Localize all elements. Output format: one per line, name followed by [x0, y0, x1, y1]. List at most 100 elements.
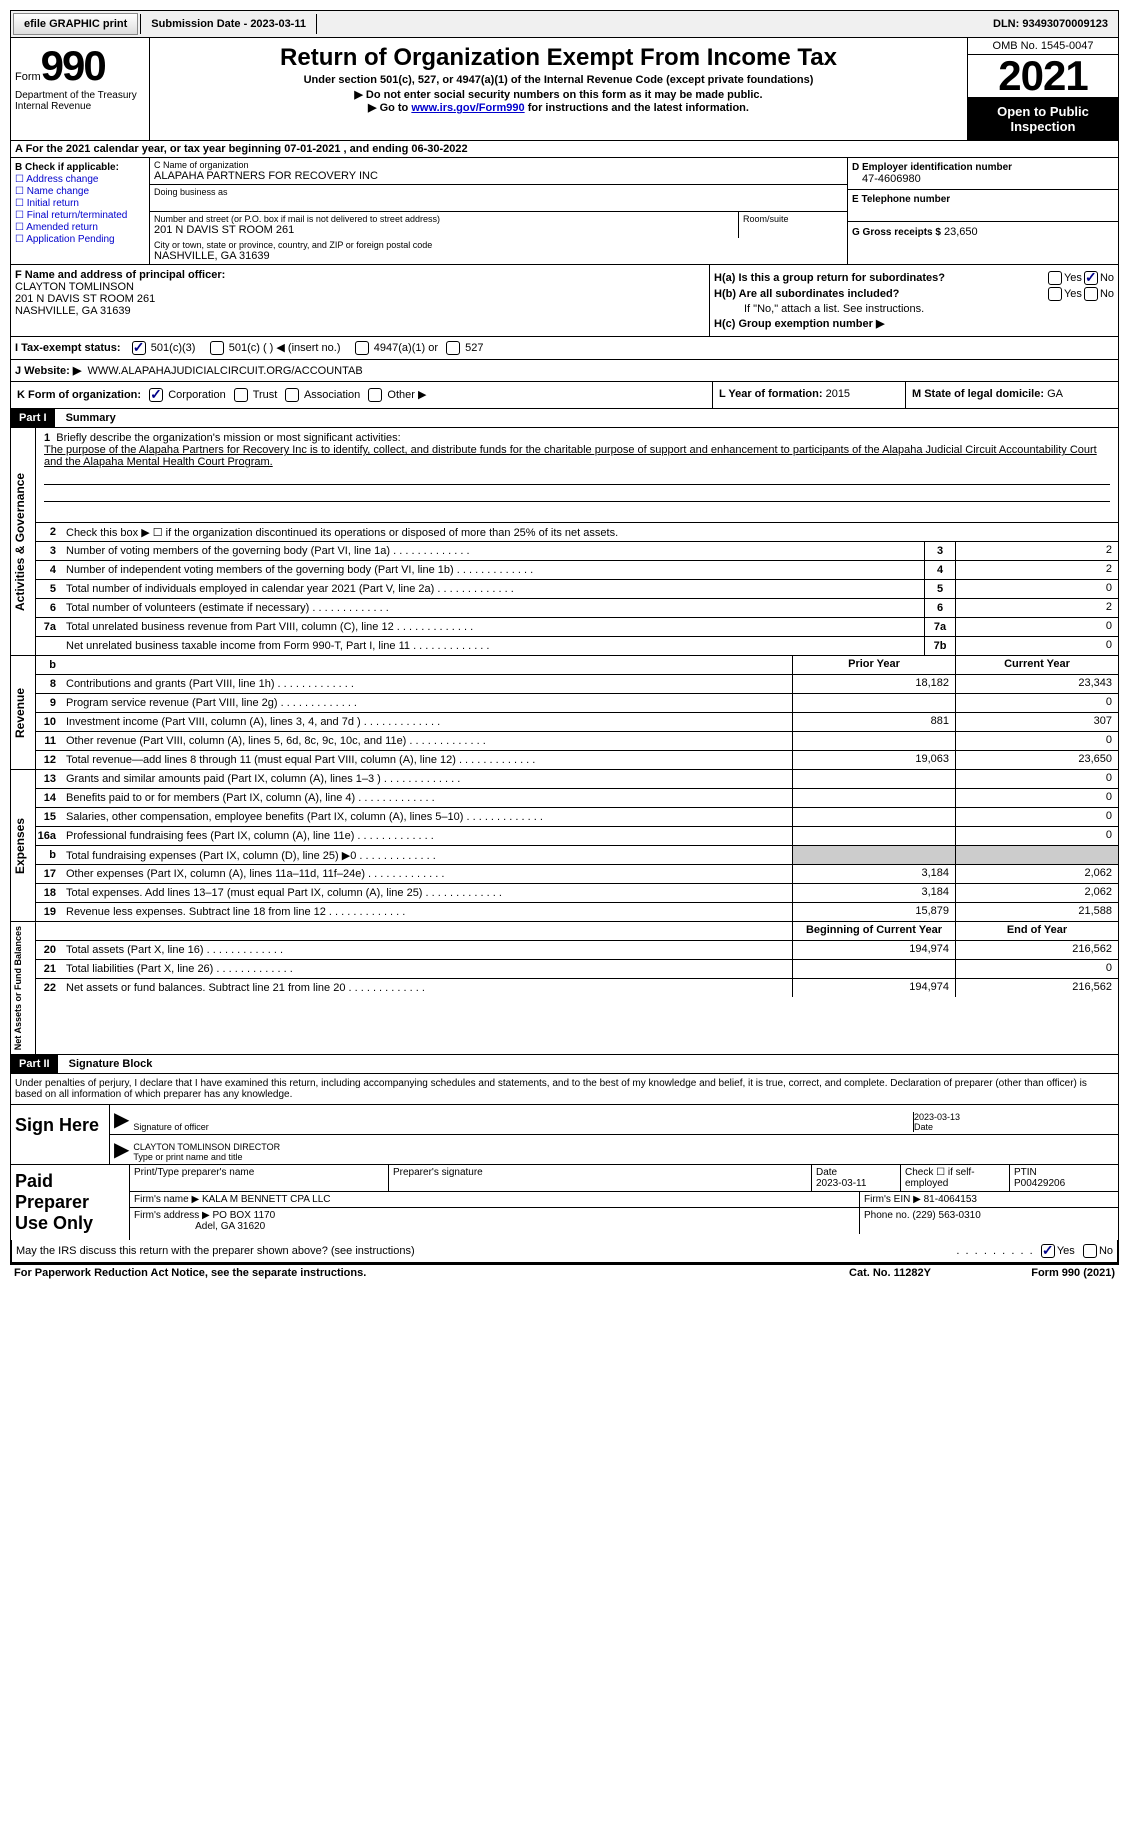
side-revenue: Revenue	[11, 656, 36, 769]
line-4-value: 2	[955, 561, 1118, 579]
line-14-prior	[792, 789, 955, 807]
line-9-current: 0	[955, 694, 1118, 712]
firm-phone: (229) 563-0310	[912, 1210, 980, 1221]
org-address: 201 N DAVIS ST ROOM 261	[154, 224, 734, 236]
hb-no[interactable]	[1084, 287, 1098, 301]
line-21-begin	[792, 960, 955, 978]
line-7b-value: 0	[955, 637, 1118, 655]
line-17-current: 2,062	[955, 865, 1118, 883]
cb-pending[interactable]: ☐ Application Pending	[15, 234, 145, 245]
line-21-end: 0	[955, 960, 1118, 978]
form-number-cell: Form990 Department of the Treasury Inter…	[11, 38, 150, 140]
cb-trust[interactable]	[234, 388, 248, 402]
officer-name: CLAYTON TOMLINSON DIRECTOR	[133, 1142, 280, 1152]
line-14-current: 0	[955, 789, 1118, 807]
cb-501c3[interactable]	[132, 341, 146, 355]
principal-officer: F Name and address of principal officer:…	[11, 265, 710, 336]
tax-exempt-status: I Tax-exempt status: 501(c)(3) 501(c) ( …	[10, 337, 1119, 360]
firm-ein: 81-4064153	[924, 1194, 977, 1205]
cb-corp[interactable]	[149, 388, 163, 402]
cat-no: Cat. No. 11282Y	[815, 1267, 965, 1279]
line-16a-current: 0	[955, 827, 1118, 845]
line-3-value: 2	[955, 542, 1118, 560]
discuss-yes[interactable]	[1041, 1244, 1055, 1258]
cb-527[interactable]	[446, 341, 460, 355]
irs-link[interactable]: www.irs.gov/Form990	[411, 102, 524, 114]
firm-addr: PO BOX 1170	[213, 1210, 276, 1221]
org-city: NASHVILLE, GA 31639	[154, 250, 843, 262]
mission-text: The purpose of the Alapaha Partners for …	[44, 444, 1097, 468]
paid-preparer-label: Paid Preparer Use Only	[11, 1165, 129, 1240]
line-12-prior: 19,063	[792, 751, 955, 769]
line-15-current: 0	[955, 808, 1118, 826]
line-6-value: 2	[955, 599, 1118, 617]
cb-name-change[interactable]: ☐ Name change	[15, 186, 145, 197]
efile-print-button[interactable]: efile GRAPHIC print	[13, 13, 138, 35]
part1-header: Part I	[11, 409, 55, 427]
ha-no[interactable]	[1084, 271, 1098, 285]
checkboxes-b: B Check if applicable: ☐ Address change …	[11, 158, 150, 264]
form-footer: Form 990 (2021)	[965, 1267, 1115, 1279]
discuss-no[interactable]	[1083, 1244, 1097, 1258]
sig-date: 2023-03-13	[914, 1112, 960, 1122]
cb-amended[interactable]: ☐ Amended return	[15, 222, 145, 233]
line-12-current: 23,650	[955, 751, 1118, 769]
prep-date: 2023-03-11	[816, 1178, 866, 1189]
cb-501c[interactable]	[210, 341, 224, 355]
state-domicile: GA	[1047, 388, 1063, 400]
line-10-prior: 881	[792, 713, 955, 731]
dln: DLN: 93493070009123	[983, 14, 1118, 34]
cb-initial-return[interactable]: ☐ Initial return	[15, 198, 145, 209]
top-bar: efile GRAPHIC print Submission Date - 20…	[10, 10, 1119, 38]
line-11-prior	[792, 732, 955, 750]
line-b-prior	[792, 846, 955, 864]
line-8-prior: 18,182	[792, 675, 955, 693]
line-8-current: 23,343	[955, 675, 1118, 693]
cb-4947[interactable]	[355, 341, 369, 355]
year-cell: OMB No. 1545-0047 2021 Open to Public In…	[967, 38, 1118, 140]
cb-address-change[interactable]: ☐ Address change	[15, 174, 145, 185]
line-19-current: 21,588	[955, 903, 1118, 921]
line-16a-prior	[792, 827, 955, 845]
declaration: Under penalties of perjury, I declare th…	[11, 1074, 1118, 1104]
line-18-current: 2,062	[955, 884, 1118, 902]
line-13-current: 0	[955, 770, 1118, 788]
submission-date: Submission Date - 2023-03-11	[140, 14, 317, 34]
tax-year-row: A For the 2021 calendar year, or tax yea…	[10, 141, 1119, 158]
part2-header: Part II	[11, 1055, 58, 1073]
cb-assoc[interactable]	[285, 388, 299, 402]
line-15-prior	[792, 808, 955, 826]
website: WWW.ALAPAHAJUDICIALCIRCUIT.ORG/ACCOUNTAB	[87, 365, 362, 377]
gross-receipts: 23,650	[944, 226, 978, 238]
line-10-current: 307	[955, 713, 1118, 731]
line-17-prior: 3,184	[792, 865, 955, 883]
firm-name: KALA M BENNETT CPA LLC	[202, 1194, 331, 1205]
line-18-prior: 3,184	[792, 884, 955, 902]
line-7a-value: 0	[955, 618, 1118, 636]
form-title-cell: Return of Organization Exempt From Incom…	[150, 38, 967, 140]
cb-other[interactable]	[368, 388, 382, 402]
ha-yes[interactable]	[1048, 271, 1062, 285]
cb-final-return[interactable]: ☐ Final return/terminated	[15, 210, 145, 221]
line-22-end: 216,562	[955, 979, 1118, 997]
form-title: Return of Organization Exempt From Incom…	[154, 44, 963, 72]
sign-here-label: Sign Here	[11, 1105, 110, 1164]
ptin: P00429206	[1014, 1178, 1065, 1189]
line-20-end: 216,562	[955, 941, 1118, 959]
line-20-begin: 194,974	[792, 941, 955, 959]
ein: 47-4606980	[852, 173, 1114, 185]
line-19-prior: 15,879	[792, 903, 955, 921]
line-5-value: 0	[955, 580, 1118, 598]
hb-yes[interactable]	[1048, 287, 1062, 301]
side-activities: Activities & Governance	[11, 428, 36, 655]
line-22-begin: 194,974	[792, 979, 955, 997]
line-13-prior	[792, 770, 955, 788]
paperwork-notice: For Paperwork Reduction Act Notice, see …	[14, 1267, 815, 1279]
year-formation: 2015	[826, 388, 850, 400]
org-name: ALAPAHA PARTNERS FOR RECOVERY INC	[154, 170, 843, 182]
line-b-current	[955, 846, 1118, 864]
line-9-prior	[792, 694, 955, 712]
line-11-current: 0	[955, 732, 1118, 750]
side-net-assets: Net Assets or Fund Balances	[11, 922, 36, 1054]
side-expenses: Expenses	[11, 770, 36, 921]
